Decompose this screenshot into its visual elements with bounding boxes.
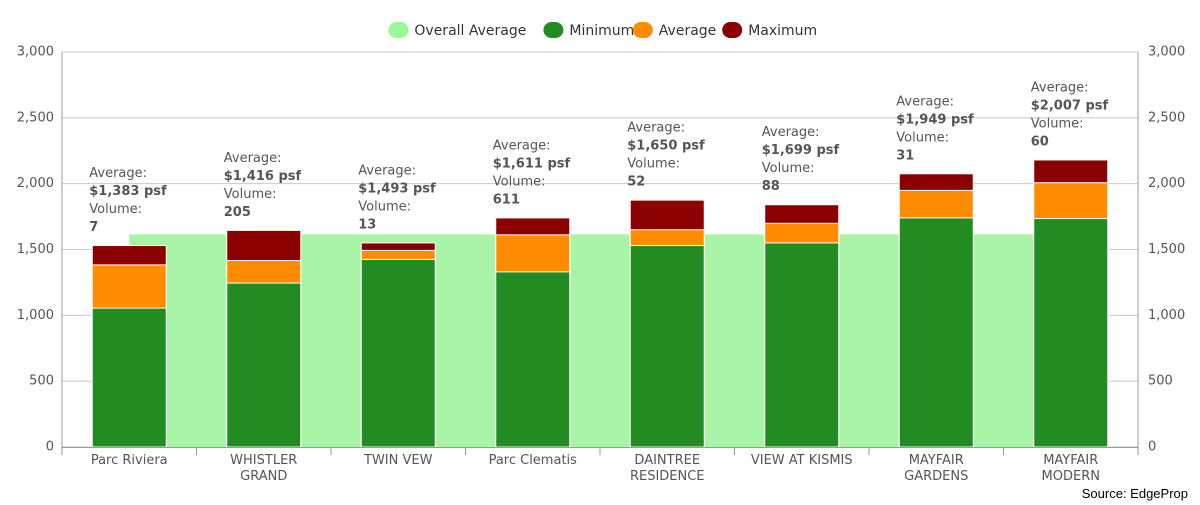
x-tick-label: MAYFAIR GARDENS — [904, 453, 969, 484]
avg-label: $1,650 psf — [627, 139, 705, 154]
bar-minimum — [495, 271, 571, 448]
volume-label: 7 — [89, 220, 98, 235]
avg-caption: Average: — [627, 121, 685, 136]
y-tick-label: 2,000 — [17, 176, 54, 191]
x-tick-label: TWIN VEW — [364, 453, 433, 468]
legend-swatch — [388, 22, 409, 38]
avg-caption: Average: — [896, 94, 954, 109]
avg-label: $1,611 psf — [493, 156, 571, 171]
legend-label: Maximum — [748, 23, 817, 39]
labels: Average: $1,383 psf Volume: 7 Average: $1,416… — [89, 80, 1108, 235]
legend-swatch — [632, 22, 653, 38]
avg-label: $1,416 psf — [224, 169, 302, 184]
legend-label: Overall Average — [414, 23, 526, 39]
avg-label: $1,949 psf — [896, 112, 974, 127]
volume-caption: Volume: — [627, 157, 680, 172]
volume-caption: Volume: — [493, 174, 546, 189]
y-tick-label: 2,500 — [17, 110, 54, 125]
bars — [91, 159, 1109, 448]
volume-label: 88 — [762, 179, 780, 194]
volume-caption: Volume: — [896, 130, 949, 145]
y2-tick-label: 0 — [1148, 440, 1156, 455]
y-tick-label: 1,000 — [17, 308, 54, 323]
x-tick-label: WHISTLER GRAND — [230, 453, 298, 484]
y-tick-label: 500 — [29, 374, 54, 389]
avg-caption: Average: — [89, 166, 147, 181]
bar-minimum — [629, 245, 705, 448]
avg-caption: Average: — [224, 151, 282, 166]
x-tick-label: VIEW AT KISMIS — [750, 453, 853, 468]
y2-tick-label: 500 — [1148, 374, 1173, 389]
legend-label: Average — [659, 23, 717, 39]
volume-caption: Volume: — [358, 199, 411, 214]
y-tick-label: 3,000 — [17, 45, 54, 60]
y2-tick-label: 2,000 — [1148, 176, 1185, 191]
legend-swatch — [722, 22, 743, 38]
avg-label: $2,007 psf — [1031, 98, 1109, 113]
volume-caption: Volume: — [1031, 116, 1084, 131]
volume-caption: Volume: — [89, 202, 142, 217]
volume-label: 60 — [1031, 134, 1049, 149]
avg-caption: Average: — [493, 138, 551, 153]
avg-label: $1,383 psf — [89, 184, 167, 199]
volume-label: 205 — [224, 205, 251, 220]
avg-label: $1,699 psf — [762, 143, 840, 158]
bar-minimum — [764, 242, 840, 448]
legend-label: Minimum — [569, 23, 634, 39]
volume-label: 13 — [358, 217, 376, 232]
volume-caption: Volume: — [224, 187, 277, 202]
volume-caption: Volume: — [762, 161, 815, 176]
avg-caption: Average: — [762, 125, 820, 140]
volume-label: 52 — [627, 175, 645, 190]
y2-tick-label: 1,000 — [1148, 308, 1185, 323]
volume-label: 31 — [896, 148, 914, 163]
x-tick-label: Parc Riviera — [90, 453, 168, 468]
bar-minimum — [898, 217, 974, 448]
source: Source: EdgeProp — [1081, 486, 1188, 501]
avg-label: $1,493 psf — [358, 181, 436, 196]
y-tick-label: 0 — [46, 440, 54, 455]
volume-label: 611 — [493, 192, 520, 207]
x-tick-label: DAINTREE RESIDENCE — [629, 453, 705, 484]
y2-tick-label: 2,500 — [1148, 110, 1185, 125]
y2-tick-label: 3,000 — [1148, 45, 1185, 60]
avg-caption: Average: — [358, 163, 416, 178]
avg-caption: Average: — [1031, 80, 1089, 95]
y-tick-label: 1,500 — [17, 242, 54, 257]
legend-swatch — [543, 22, 564, 38]
bar-minimum — [226, 282, 302, 448]
y2-tick-label: 1,500 — [1148, 242, 1185, 257]
bar-minimum — [1033, 218, 1109, 448]
bar-minimum — [91, 307, 167, 448]
x-tick-label: Parc Clematis — [488, 453, 577, 468]
bar-minimum — [360, 258, 436, 448]
x-tick-label: MAYFAIR MODERN — [1041, 453, 1100, 484]
